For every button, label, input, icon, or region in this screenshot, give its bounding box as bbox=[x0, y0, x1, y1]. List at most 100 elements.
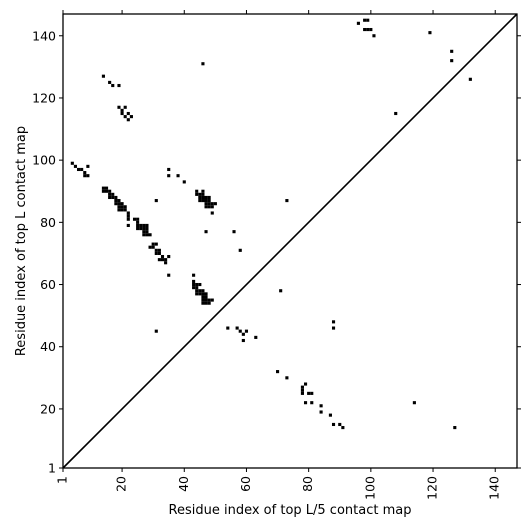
x-tick-label: 20 bbox=[114, 476, 129, 492]
contact-point bbox=[307, 391, 311, 395]
contact-point bbox=[154, 248, 158, 252]
contact-point bbox=[154, 199, 158, 203]
contact-point bbox=[83, 174, 87, 178]
contact-point bbox=[83, 171, 87, 175]
contact-point bbox=[210, 202, 214, 206]
y-tick-label: 120 bbox=[32, 90, 56, 105]
contact-point bbox=[73, 164, 77, 168]
contact-point bbox=[450, 59, 454, 63]
y-tick-label: 20 bbox=[40, 401, 56, 416]
contact-point bbox=[117, 105, 121, 109]
contact-point bbox=[126, 118, 130, 122]
contact-point bbox=[108, 189, 112, 193]
contact-point bbox=[80, 167, 84, 172]
contact-point bbox=[300, 385, 304, 389]
contact-point bbox=[104, 186, 109, 190]
contact-point bbox=[201, 295, 205, 299]
y-axis-title: Residue index of top L contact map bbox=[14, 126, 29, 356]
contact-point bbox=[154, 242, 158, 246]
contact-point bbox=[204, 292, 208, 296]
contact-point bbox=[244, 329, 249, 333]
contact-point bbox=[238, 248, 242, 252]
contact-point bbox=[117, 202, 121, 206]
contact-point bbox=[204, 295, 208, 299]
contact-point bbox=[412, 401, 416, 405]
contact-point bbox=[285, 199, 289, 203]
contact-point bbox=[70, 161, 74, 165]
contact-point bbox=[331, 320, 336, 324]
contact-point bbox=[201, 192, 205, 196]
x-tick-label: 100 bbox=[362, 476, 377, 500]
contact-point bbox=[198, 282, 202, 287]
contact-point bbox=[154, 329, 158, 333]
contact-point bbox=[142, 230, 146, 234]
contact-point bbox=[86, 174, 90, 178]
contact-point bbox=[204, 230, 208, 234]
contact-point bbox=[201, 289, 205, 293]
x-tick-label: 140 bbox=[487, 476, 502, 500]
contact-point bbox=[201, 301, 205, 305]
y-tick-label: 1 bbox=[48, 461, 56, 476]
contact-point bbox=[241, 332, 245, 336]
contact-point bbox=[117, 208, 121, 212]
contact-point bbox=[213, 202, 217, 206]
contact-point bbox=[285, 376, 289, 380]
contact-point bbox=[111, 195, 115, 200]
contact-point bbox=[195, 286, 199, 290]
contact-point bbox=[114, 199, 118, 203]
x-axis-title: Residue index of top L/5 contact map bbox=[169, 503, 412, 518]
y-tick-label: 100 bbox=[32, 153, 56, 168]
contact-point bbox=[136, 220, 140, 224]
contact-point bbox=[142, 227, 146, 231]
contact-point bbox=[198, 289, 202, 293]
contact-point bbox=[210, 205, 214, 209]
contact-point bbox=[204, 202, 208, 206]
contact-point bbox=[341, 426, 345, 430]
contact-point bbox=[120, 202, 124, 206]
contact-point bbox=[204, 199, 208, 203]
contact-point bbox=[176, 174, 180, 178]
contact-point bbox=[139, 227, 143, 231]
contact-point bbox=[195, 192, 199, 196]
contact-point bbox=[111, 83, 115, 88]
contact-point bbox=[157, 258, 161, 262]
contact-point bbox=[120, 108, 124, 112]
contact-point bbox=[126, 211, 130, 215]
contact-point bbox=[117, 83, 121, 88]
contact-point bbox=[207, 301, 211, 305]
contact-point bbox=[167, 273, 171, 277]
y-tick-label: 140 bbox=[32, 28, 56, 43]
contact-point bbox=[148, 233, 152, 237]
contact-point bbox=[319, 410, 323, 414]
contact-point bbox=[319, 404, 323, 408]
contact-point bbox=[114, 195, 118, 200]
contact-point bbox=[232, 230, 236, 234]
contact-point bbox=[241, 338, 245, 343]
contact-point bbox=[207, 205, 211, 209]
contact-point bbox=[108, 192, 112, 196]
contact-point bbox=[114, 202, 118, 206]
contact-point bbox=[123, 208, 127, 212]
contact-point bbox=[160, 258, 165, 262]
contact-point bbox=[123, 105, 127, 109]
contact-point bbox=[120, 205, 124, 209]
contact-point bbox=[139, 223, 143, 228]
contact-point bbox=[164, 261, 168, 265]
contact-point bbox=[366, 27, 370, 32]
contact-point bbox=[108, 195, 112, 200]
contact-point bbox=[207, 195, 211, 200]
contact-point bbox=[204, 195, 208, 200]
x-axis-ticks: 1 20 40 60 80 100 120 140 bbox=[55, 10, 502, 500]
contact-point bbox=[195, 292, 199, 296]
contact-point bbox=[235, 326, 239, 330]
contact-point bbox=[450, 49, 454, 53]
contact-point bbox=[276, 370, 280, 374]
y-tick-label: 80 bbox=[40, 215, 56, 230]
contact-point bbox=[201, 62, 205, 66]
contact-point bbox=[328, 413, 332, 417]
contact-point bbox=[366, 18, 370, 22]
contact-point bbox=[201, 189, 205, 193]
contact-point bbox=[154, 251, 158, 255]
